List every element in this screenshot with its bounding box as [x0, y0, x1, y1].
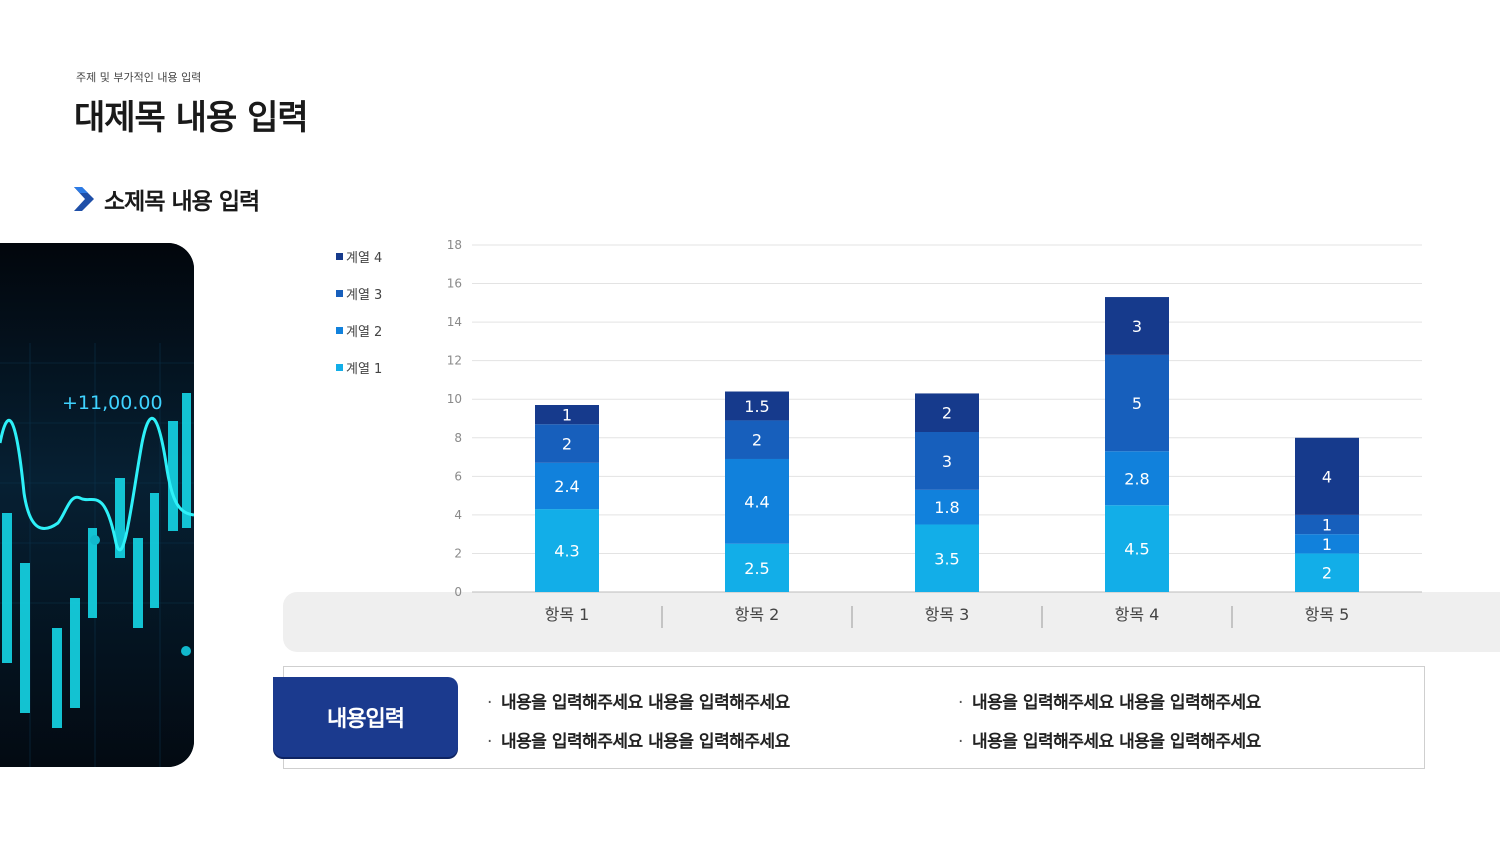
data-label: 2.5 [744, 559, 769, 578]
bar-segment [1105, 451, 1169, 506]
data-label: 3 [942, 452, 952, 471]
section-title: 소제목 내용 입력 [104, 189, 260, 215]
y-tick-label: 0 [454, 585, 462, 599]
legend-swatch [336, 253, 343, 260]
data-label: 2 [942, 404, 952, 423]
data-label: 4.5 [1124, 540, 1149, 559]
page-title: 대제목 내용 입력 [74, 98, 309, 138]
bar-segment [725, 543, 789, 592]
data-label: 4.3 [554, 542, 579, 561]
legend-entry: 계열 1 [336, 349, 382, 386]
bar-segment [915, 393, 979, 432]
x-tick-label: 항목 4 [1115, 605, 1160, 624]
y-tick-label: 4 [454, 508, 462, 522]
legend-label: 계열 3 [346, 288, 383, 303]
bar-segment [1105, 297, 1169, 355]
y-tick-label: 8 [454, 431, 462, 445]
data-label: 4.4 [744, 492, 769, 511]
bar-segment [1295, 534, 1359, 554]
y-tick-label: 16 [447, 277, 462, 291]
bar-segment [725, 420, 789, 459]
header-subtitle: 주제 및 부가적인 내용 입력 [76, 71, 202, 84]
data-label: 1 [1322, 516, 1332, 535]
legend-label: 계열 2 [346, 325, 383, 340]
legend-label: 계열 4 [346, 251, 383, 266]
bar-segment [725, 391, 789, 421]
data-label: 5 [1132, 394, 1142, 413]
section-heading: 소제목 내용 입력 [74, 183, 260, 215]
stock-chart-photo: +11,00.00 [0, 243, 194, 767]
bar-segment [915, 431, 979, 490]
legend-entry: 계열 3 [336, 275, 382, 312]
y-tick-label: 14 [447, 315, 462, 329]
data-label: 4 [1322, 467, 1332, 486]
data-label: 3.5 [934, 549, 959, 568]
y-tick-label: 6 [454, 469, 462, 483]
data-label: 1 [1322, 535, 1332, 554]
bar-segment [535, 424, 599, 463]
data-label: 2.8 [1124, 469, 1149, 488]
info-bullet: 내용을 입력해주세요 내용을 입력해주세요 [487, 727, 790, 752]
data-label: 1 [562, 406, 572, 425]
x-tick-label: 항목 3 [925, 605, 970, 624]
bar-segment [535, 405, 599, 425]
bar-segment [1105, 505, 1169, 592]
legend-swatch [336, 327, 343, 334]
bar-segment [725, 458, 789, 544]
legend-swatch [336, 290, 343, 297]
y-tick-label: 18 [447, 238, 462, 252]
y-tick-label: 12 [447, 354, 462, 368]
y-tick-label: 10 [447, 392, 462, 406]
bar-segment [1295, 553, 1359, 592]
bar-segment [915, 524, 979, 592]
bar-segment [535, 462, 599, 510]
x-tick-label: 항목 5 [1305, 605, 1350, 624]
x-tick-label: 항목 1 [545, 605, 590, 624]
data-label: 2.4 [554, 477, 579, 496]
bar-segment [1295, 437, 1359, 515]
chart-axis-band [283, 592, 1500, 652]
chevron-right-icon [74, 187, 94, 211]
info-bullet: 내용을 입력해주세요 내용을 입력해주세요 [958, 727, 1261, 752]
stock-candles-image: +11,00.00 [0, 243, 194, 767]
photo-overlay-value: +11,00.00 [62, 392, 163, 414]
info-label: 내용입력 [273, 677, 458, 757]
data-label: 2 [1322, 564, 1332, 583]
bar-segment [535, 509, 599, 592]
legend-entry: 계열 2 [336, 312, 382, 349]
legend-entry: 계열 4 [336, 238, 382, 275]
chart-legend: 계열 4 계열 3 계열 2 계열 1 [336, 238, 382, 386]
bar-segment [1105, 354, 1169, 452]
data-label: 1.8 [934, 498, 959, 517]
bar-segment [915, 489, 979, 525]
data-label: 1.5 [744, 397, 769, 416]
y-tick-label: 2 [454, 546, 462, 560]
info-bullet: 내용을 입력해주세요 내용을 입력해주세요 [958, 688, 1261, 713]
data-label: 2 [562, 435, 572, 454]
x-tick-label: 항목 2 [735, 605, 780, 624]
data-label: 3 [1132, 317, 1142, 336]
info-bullet: 내용을 입력해주세요 내용을 입력해주세요 [487, 688, 790, 713]
legend-swatch [336, 364, 343, 371]
data-label: 2 [752, 431, 762, 450]
legend-label: 계열 1 [346, 362, 383, 377]
bar-segment [1295, 514, 1359, 535]
